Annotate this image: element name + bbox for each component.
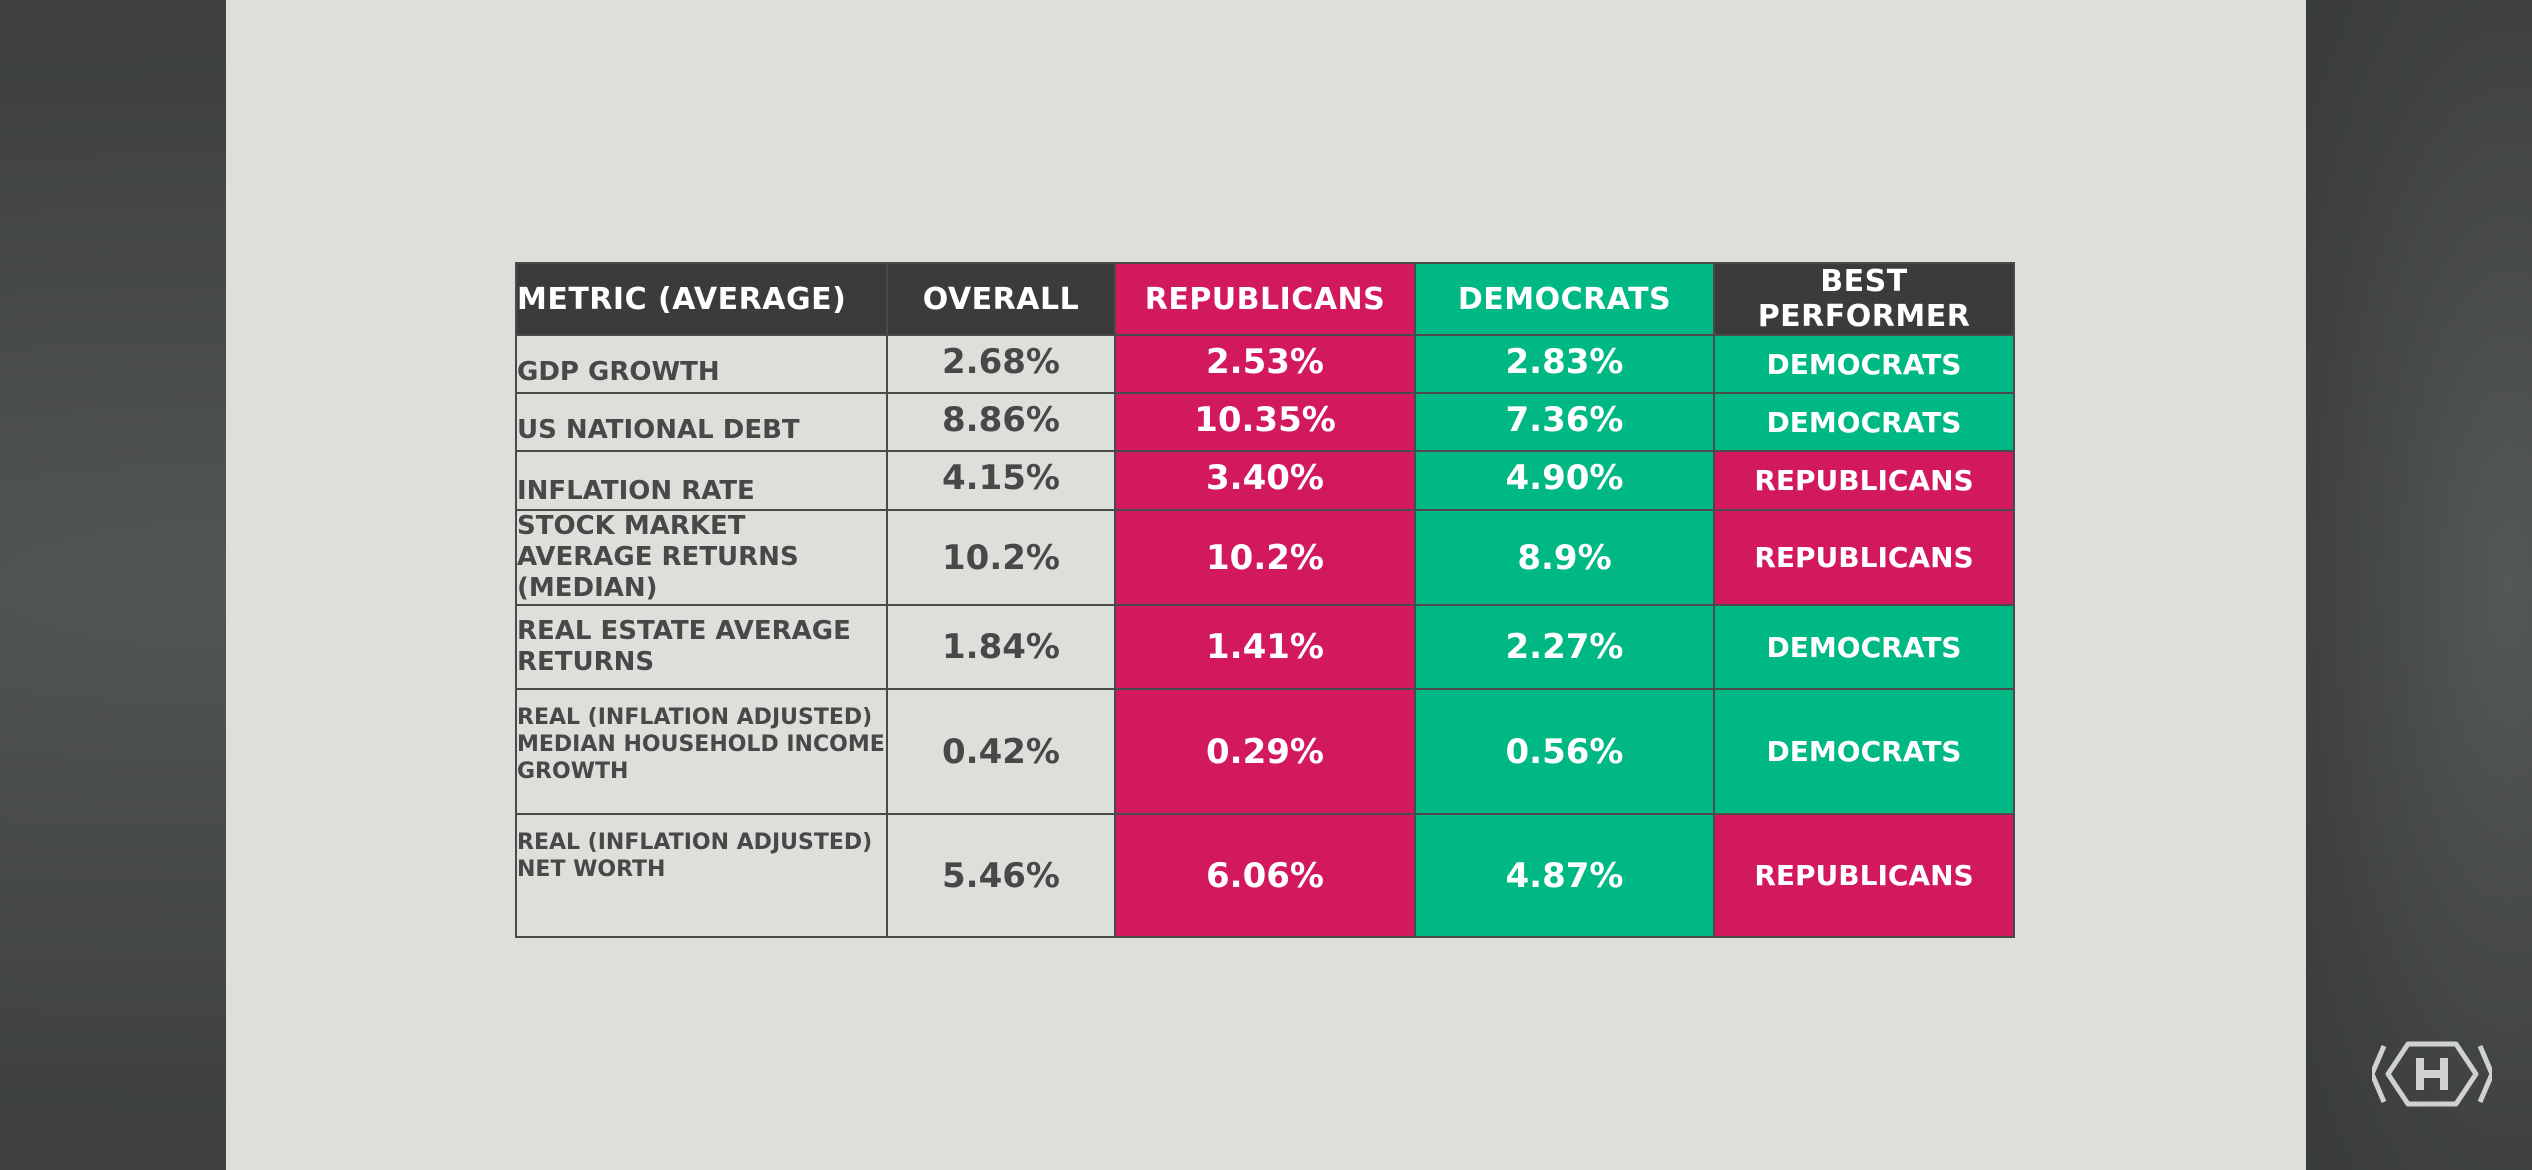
overall-cell: 10.2% — [886, 509, 1116, 606]
overall-cell: 8.86% — [886, 392, 1116, 452]
right-backdrop — [2306, 0, 2532, 1170]
table-row: US NATIONAL DEBT 8.86% 10.35% 7.36% DEMO… — [515, 392, 2015, 452]
table-row: GDP GROWTH 2.68% 2.53% 2.83% DEMOCRATS — [515, 334, 2015, 394]
overall-cell: 0.42% — [886, 688, 1116, 815]
metric-cell: STOCK MARKET AVERAGE RETURNS (MEDIAN) — [515, 509, 888, 606]
best-performer-cell: REPUBLICANS — [1713, 450, 2015, 511]
best-performer-cell: DEMOCRATS — [1713, 334, 2015, 394]
hexagon-h-logo-icon — [2369, 1036, 2495, 1112]
democrats-cell: 4.90% — [1414, 450, 1715, 511]
table-row: REAL (INFLATION ADJUSTED) NET WORTH 5.46… — [515, 813, 2015, 938]
table-row: REAL ESTATE AVERAGE RETURNS 1.84% 1.41% … — [515, 604, 2015, 690]
metric-cell: US NATIONAL DEBT — [515, 392, 888, 452]
metric-cell: REAL (INFLATION ADJUSTED) MEDIAN HOUSEHO… — [515, 688, 888, 815]
metric-cell: REAL (INFLATION ADJUSTED) NET WORTH — [515, 813, 888, 938]
republicans-cell: 6.06% — [1114, 813, 1416, 938]
republicans-cell: 1.41% — [1114, 604, 1416, 690]
header-metric: METRIC (AVERAGE) — [515, 262, 888, 336]
republicans-cell: 2.53% — [1114, 334, 1416, 394]
header-democrats: DEMOCRATS — [1414, 262, 1715, 336]
table-header-row: METRIC (AVERAGE) OVERALL REPUBLICANS DEM… — [515, 262, 2015, 336]
democrats-cell: 8.9% — [1414, 509, 1715, 606]
democrats-cell: 2.83% — [1414, 334, 1715, 394]
table-row: INFLATION RATE 4.15% 3.40% 4.90% REPUBLI… — [515, 450, 2015, 511]
header-republicans: REPUBLICANS — [1114, 262, 1416, 336]
metric-cell: GDP GROWTH — [515, 334, 888, 394]
metrics-comparison-table: METRIC (AVERAGE) OVERALL REPUBLICANS DEM… — [515, 262, 2015, 938]
table-row: REAL (INFLATION ADJUSTED) MEDIAN HOUSEHO… — [515, 688, 2015, 815]
header-best-performer: BEST PERFORMER — [1713, 262, 2015, 336]
best-performer-cell: REPUBLICANS — [1713, 509, 2015, 606]
overall-cell: 2.68% — [886, 334, 1116, 394]
presentation-slide: METRIC (AVERAGE) OVERALL REPUBLICANS DEM… — [226, 0, 2306, 1170]
republicans-cell: 0.29% — [1114, 688, 1416, 815]
democrats-cell: 0.56% — [1414, 688, 1715, 815]
democrats-cell: 2.27% — [1414, 604, 1715, 690]
democrats-cell: 4.87% — [1414, 813, 1715, 938]
best-performer-cell: REPUBLICANS — [1713, 813, 2015, 938]
header-overall: OVERALL — [886, 262, 1116, 336]
overall-cell: 5.46% — [886, 813, 1116, 938]
metric-cell: INFLATION RATE — [515, 450, 888, 511]
table-row: STOCK MARKET AVERAGE RETURNS (MEDIAN) 10… — [515, 509, 2015, 606]
republicans-cell: 10.35% — [1114, 392, 1416, 452]
democrats-cell: 7.36% — [1414, 392, 1715, 452]
overall-cell: 1.84% — [886, 604, 1116, 690]
republicans-cell: 10.2% — [1114, 509, 1416, 606]
metric-cell: REAL ESTATE AVERAGE RETURNS — [515, 604, 888, 690]
best-performer-cell: DEMOCRATS — [1713, 688, 2015, 815]
overall-cell: 4.15% — [886, 450, 1116, 511]
best-performer-cell: DEMOCRATS — [1713, 604, 2015, 690]
best-performer-cell: DEMOCRATS — [1713, 392, 2015, 452]
republicans-cell: 3.40% — [1114, 450, 1416, 511]
